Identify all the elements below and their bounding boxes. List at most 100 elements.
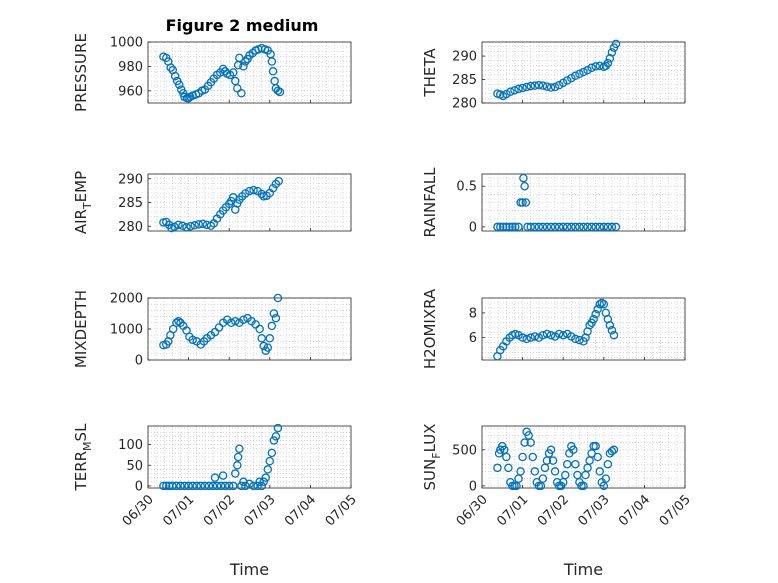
data-point bbox=[607, 222, 617, 232]
x-axis-label: Time bbox=[563, 560, 603, 579]
series-markers bbox=[159, 43, 285, 103]
data-point bbox=[502, 452, 511, 462]
data-point bbox=[216, 481, 226, 491]
y-tick-label: 0.5 bbox=[456, 180, 477, 195]
data-point bbox=[583, 222, 592, 232]
data-point bbox=[546, 445, 556, 455]
data-point bbox=[609, 445, 619, 455]
data-point bbox=[589, 314, 598, 324]
data-point bbox=[170, 222, 179, 231]
data-point bbox=[607, 446, 617, 456]
grid bbox=[481, 174, 686, 231]
data-point bbox=[259, 477, 268, 487]
data-point bbox=[585, 321, 594, 330]
data-point bbox=[271, 313, 281, 323]
data-point bbox=[220, 481, 230, 491]
data-point bbox=[170, 71, 180, 81]
data-point bbox=[229, 481, 238, 491]
data-point bbox=[546, 222, 556, 232]
data-point bbox=[520, 181, 529, 191]
data-point bbox=[176, 481, 185, 491]
data-point bbox=[172, 481, 181, 491]
series-markers bbox=[159, 293, 283, 355]
data-point bbox=[172, 318, 181, 328]
data-point bbox=[269, 436, 279, 445]
data-point bbox=[593, 452, 602, 462]
data-point bbox=[520, 438, 529, 447]
data-point bbox=[575, 69, 584, 79]
x-tick-label: 06/30 bbox=[454, 492, 491, 529]
series-markers bbox=[493, 173, 621, 232]
data-point bbox=[601, 474, 611, 483]
data-point bbox=[526, 81, 535, 91]
data-point bbox=[188, 481, 197, 491]
data-point bbox=[493, 463, 502, 473]
data-point bbox=[591, 62, 600, 71]
data-point bbox=[571, 334, 580, 344]
axes-box bbox=[481, 297, 686, 361]
data-point bbox=[546, 330, 556, 340]
data-point bbox=[505, 222, 514, 232]
data-point bbox=[603, 459, 613, 469]
y-tick-label: 100 bbox=[118, 438, 143, 453]
series-markers bbox=[159, 176, 283, 233]
data-point bbox=[550, 222, 560, 232]
series-markers bbox=[493, 298, 619, 361]
data-point bbox=[546, 83, 556, 92]
data-point bbox=[245, 186, 254, 196]
data-point bbox=[521, 198, 531, 207]
data-point bbox=[579, 222, 588, 232]
series-markers bbox=[159, 423, 283, 491]
data-point bbox=[554, 222, 564, 232]
data-point bbox=[267, 321, 277, 331]
data-point bbox=[233, 461, 242, 470]
data-point bbox=[581, 470, 590, 480]
axes-box bbox=[147, 41, 352, 104]
series-markers bbox=[493, 39, 621, 101]
data-point bbox=[571, 71, 580, 81]
data-point bbox=[186, 221, 195, 231]
data-point bbox=[587, 222, 596, 232]
data-point bbox=[237, 88, 246, 98]
y-tick-label: 0 bbox=[135, 479, 143, 494]
data-point bbox=[579, 481, 588, 491]
y-axis-label: SUNFLUX bbox=[421, 424, 443, 491]
data-point bbox=[526, 438, 535, 447]
data-point bbox=[603, 222, 613, 232]
x-tick-label: 07/04 bbox=[616, 492, 653, 529]
y-tick-label: 980 bbox=[118, 60, 143, 75]
data-point bbox=[188, 335, 197, 345]
y-tick-label: 0 bbox=[469, 220, 477, 235]
data-point bbox=[540, 463, 550, 473]
x-tick-label: 07/04 bbox=[282, 492, 319, 529]
x-tick-label: 07/01 bbox=[494, 492, 531, 529]
data-point bbox=[194, 220, 203, 229]
x-tick-label: 07/02 bbox=[535, 492, 572, 529]
data-point bbox=[516, 467, 525, 476]
data-point bbox=[575, 222, 584, 232]
data-point bbox=[595, 467, 604, 476]
data-point bbox=[198, 219, 208, 229]
y-tick-label: 285 bbox=[452, 73, 477, 88]
data-point bbox=[212, 481, 222, 491]
data-point bbox=[263, 343, 273, 352]
data-point bbox=[563, 459, 572, 469]
x-tick-label: 07/02 bbox=[201, 492, 238, 529]
data-point bbox=[168, 481, 177, 491]
data-point bbox=[208, 481, 218, 491]
subplot-5: 0 1000 2000 MIXDEPTH bbox=[72, 290, 352, 369]
data-point bbox=[253, 481, 262, 491]
data-point bbox=[530, 332, 540, 341]
data-point bbox=[591, 309, 600, 319]
data-point bbox=[518, 452, 527, 462]
y-axis-label: AIRTEMP bbox=[72, 171, 94, 234]
data-point bbox=[514, 222, 523, 232]
y-tick-label: 960 bbox=[118, 84, 143, 99]
subplot-3: 280 285 290 AIRTEMP bbox=[72, 171, 352, 235]
y-axis-label: MIXDEPTH bbox=[72, 290, 90, 368]
data-point bbox=[593, 304, 602, 314]
data-point bbox=[210, 473, 220, 482]
x-tick-label: 06/30 bbox=[120, 492, 157, 529]
data-point bbox=[196, 481, 206, 491]
